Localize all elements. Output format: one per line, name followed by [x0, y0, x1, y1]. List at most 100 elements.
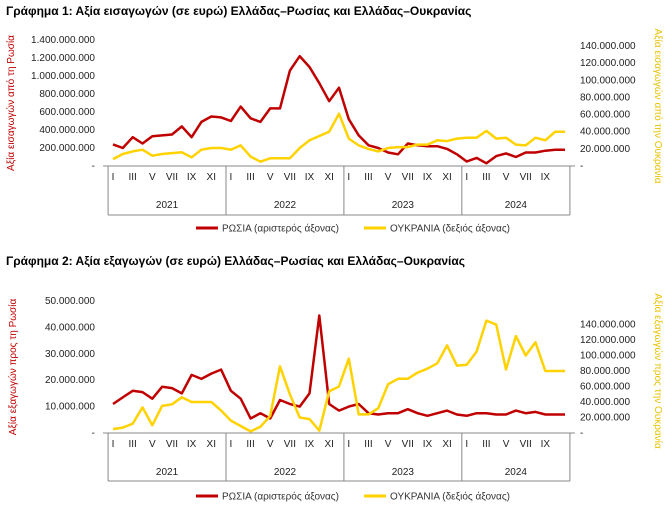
x-month-tick-label: VII	[520, 172, 532, 183]
ukraine-series-line	[112, 319, 565, 433]
x-month-tick-label: V	[503, 172, 510, 183]
right-y-tick-label: 120.000.000	[580, 335, 636, 346]
chart1-title: Γράφημα 1: Αξία εισαγωγών (σε ευρώ) Ελλά…	[6, 4, 472, 18]
x-month-tick-label: IX	[187, 172, 197, 183]
right-y-tick-label: -	[580, 161, 583, 172]
x-month-tick-label: VII	[402, 439, 414, 450]
x-year-label: 2021	[156, 467, 179, 478]
left-y-tick-label: 50.000.000	[45, 296, 95, 307]
russia-series-line	[112, 54, 565, 165]
legend-russia-label: ΡΩΣΙΑ (αριστερός άξονας)	[222, 223, 339, 235]
x-month-tick-label: XI	[442, 439, 451, 450]
right-y-tick-label: 60.000.000	[580, 382, 630, 393]
x-month-tick-label: IX	[187, 439, 197, 450]
left-y-tick-label: 30.000.000	[45, 349, 95, 360]
x-month-tick-label: III	[246, 172, 254, 183]
x-month-tick-label: VII	[166, 439, 178, 450]
x-month-tick-label: IX	[305, 172, 315, 183]
right-y-tick-label: 20.000.000	[580, 413, 630, 424]
x-month-tick-label: IX	[541, 172, 551, 183]
x-month-tick-label: VII	[520, 439, 532, 450]
x-month-tick-label: XI	[207, 172, 216, 183]
x-month-tick-label: XI	[324, 439, 333, 450]
x-month-tick-label: I	[230, 172, 233, 183]
right-y-axis-title: Αξία εισαγωγών από την Ουκρανία	[652, 29, 664, 184]
right-y-tick-label: 100.000.000	[580, 75, 636, 86]
x-month-tick-label: IX	[541, 439, 551, 450]
x-month-tick-label: IX	[305, 439, 315, 450]
left-y-tick-label: -	[92, 161, 95, 172]
left-y-tick-label: 10.000.000	[45, 402, 95, 413]
x-month-tick-label: XI	[324, 172, 333, 183]
right-y-tick-label: 120.000.000	[580, 58, 636, 69]
right-y-tick-label: 80.000.000	[580, 366, 630, 377]
x-year-label: 2024	[505, 467, 528, 478]
x-month-tick-label: I	[347, 172, 350, 183]
x-month-tick-label: I	[112, 172, 115, 183]
x-month-tick-label: V	[267, 172, 274, 183]
x-month-tick-label: V	[385, 172, 392, 183]
x-year-label: 2023	[392, 467, 415, 478]
russia-series-line	[112, 314, 565, 420]
x-month-tick-label: III	[246, 439, 254, 450]
x-month-tick-label: V	[503, 439, 510, 450]
x-month-tick-label: III	[364, 172, 372, 183]
x-month-tick-label: V	[149, 439, 156, 450]
x-month-tick-label: V	[385, 439, 392, 450]
x-year-label: 2023	[392, 200, 415, 211]
x-year-label: 2022	[274, 467, 297, 478]
left-y-tick-label: 400.000.000	[39, 125, 95, 136]
right-y-tick-label: 140.000.000	[580, 320, 636, 331]
left-y-tick-label: 1.000.000.000	[31, 71, 95, 82]
x-month-tick-label: III	[482, 172, 490, 183]
legend-russia-label: ΡΩΣΙΑ (αριστερός άξονας)	[222, 491, 339, 503]
right-y-tick-label: -	[580, 428, 583, 439]
right-y-tick-label: 100.000.000	[580, 351, 636, 362]
x-year-label: 2021	[156, 200, 179, 211]
x-month-tick-label: XI	[207, 439, 216, 450]
x-month-tick-label: VII	[284, 172, 296, 183]
left-y-tick-label: 200.000.000	[39, 143, 95, 154]
x-month-tick-label: V	[149, 172, 156, 183]
x-month-tick-label: I	[465, 172, 468, 183]
x-month-tick-label: III	[128, 172, 136, 183]
x-month-tick-label: I	[465, 439, 468, 450]
x-month-tick-label: IX	[423, 172, 433, 183]
x-month-tick-label: I	[347, 439, 350, 450]
ukraine-series-line	[112, 112, 565, 163]
chart2-title: Γράφημα 2: Αξία εξαγωγών (σε ευρώ) Ελλάδ…	[6, 254, 466, 268]
right-y-axis-title: Αξία εξαγωγών προς την Ουκρανία	[652, 293, 664, 449]
left-y-tick-label: 600.000.000	[39, 107, 95, 118]
x-year-label: 2022	[274, 200, 297, 211]
x-month-tick-label: III	[482, 439, 490, 450]
x-month-tick-label: III	[364, 439, 372, 450]
right-y-tick-label: 140.000.000	[580, 41, 636, 52]
imports-chart: - 200.000.000 400.000.000 600.000.000 800.00…	[5, 29, 664, 235]
left-y-tick-label: 20.000.000	[45, 375, 95, 386]
x-month-tick-label: VII	[402, 172, 414, 183]
legend-ukraine-label: ΟΥΚΡΑΝΙΑ (δεξιός άξονας)	[390, 491, 510, 503]
left-y-tick-label: 40.000.000	[45, 322, 95, 333]
left-y-tick-label: 1.200.000.000	[31, 53, 95, 64]
left-y-tick-label: 800.000.000	[39, 89, 95, 100]
left-y-axis-title: Αξία εξαγωγών προς τη Ρωσία	[7, 299, 19, 436]
right-y-tick-label: 40.000.000	[580, 397, 630, 408]
legend-ukraine-label: ΟΥΚΡΑΝΙΑ (δεξιός άξονας)	[390, 223, 510, 235]
x-month-tick-label: I	[112, 439, 115, 450]
left-y-tick-label: 1.400.000.000	[31, 35, 95, 46]
x-month-tick-label: XI	[442, 172, 451, 183]
x-month-tick-label: VII	[166, 172, 178, 183]
exports-chart: - 10.000.000 20.000.000 30.000.000 40.000.00…	[7, 293, 664, 503]
right-y-tick-label: 60.000.000	[580, 110, 630, 121]
left-y-axis-title: Αξία εισαγωγών από τη Ρωσία	[5, 35, 17, 171]
right-y-tick-label: 80.000.000	[580, 92, 630, 103]
x-month-tick-label: III	[128, 439, 136, 450]
x-year-label: 2024	[505, 200, 528, 211]
right-y-tick-label: 40.000.000	[580, 127, 630, 138]
x-month-tick-label: I	[230, 439, 233, 450]
x-month-tick-label: VII	[284, 439, 296, 450]
left-y-tick-label: -	[92, 428, 95, 439]
right-y-tick-label: 20.000.000	[580, 144, 630, 155]
x-month-tick-label: V	[267, 439, 274, 450]
x-month-tick-label: IX	[423, 439, 433, 450]
